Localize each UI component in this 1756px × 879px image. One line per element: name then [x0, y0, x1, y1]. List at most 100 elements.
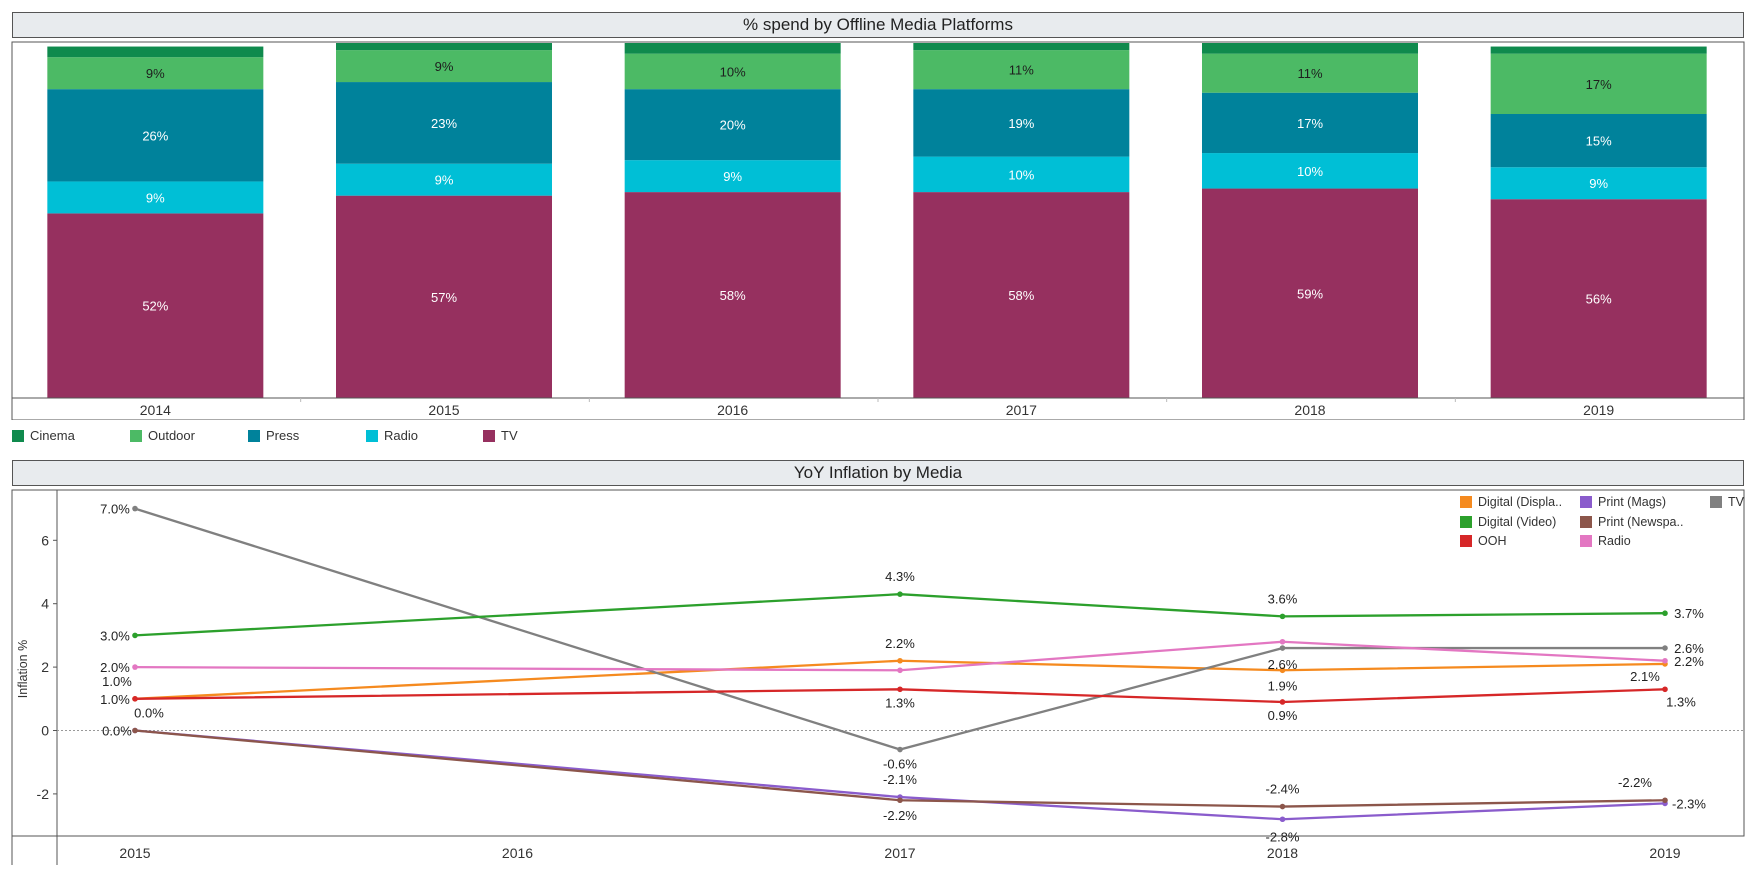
y-tick-label: 6: [41, 532, 49, 548]
data-label-tv-2014: 52%: [142, 299, 168, 314]
y-tick-label: 4: [41, 596, 49, 612]
point-digital-display-2017: [897, 657, 903, 664]
bar-press-2014: [47, 89, 264, 182]
data-label-print-newspapers-2019: -2.2%: [1618, 775, 1652, 790]
data-label-tv-2018: 2.6%: [1268, 657, 1298, 672]
legend-swatch: [1580, 535, 1592, 547]
point-print-newspapers-2015: [132, 727, 138, 734]
legend-label: Press: [266, 428, 300, 443]
bar-tv-2014: [47, 213, 264, 398]
data-label-outdoor-2017: 11%: [1009, 63, 1034, 78]
legend-item-print-newspa: Print (Newspa..: [1580, 515, 1683, 529]
bottom-chart-title: YoY Inflation by Media: [12, 460, 1744, 486]
x-tick-label: 2019: [1583, 402, 1614, 418]
bar-cinema-2017: [913, 43, 1130, 51]
bar-radio-2019: [1490, 167, 1707, 200]
data-label-radio-2015: 2.0%: [100, 660, 130, 675]
point-tv-2015: [132, 505, 138, 512]
bar-tv-2016: [624, 192, 841, 398]
legend-label: Digital (Displa..: [1478, 495, 1563, 509]
bar-tv-2019: [1490, 199, 1707, 398]
bar-radio-2016: [624, 160, 841, 193]
y-axis-label: Inflation %: [16, 640, 30, 698]
data-label-radio-2019: 2.2%: [1674, 654, 1704, 669]
point-digital-video-2019: [1662, 610, 1668, 617]
data-label-press-2018: 17%: [1297, 116, 1323, 131]
data-label-radio-2014: 9%: [146, 190, 165, 205]
bar-press-2017: [913, 89, 1130, 157]
x-tick-label: 2015: [119, 845, 150, 861]
top-chart-title: % spend by Offline Media Platforms: [12, 12, 1744, 38]
legend-swatch: [130, 429, 142, 442]
data-label-tv-2019: 2.6%: [1674, 641, 1704, 656]
x-tick-label: 2015: [428, 402, 459, 418]
data-label-digital-display-2018: 1.9%: [1268, 678, 1298, 693]
bar-cinema-2018: [1202, 43, 1418, 54]
bar-outdoor-2016: [624, 53, 841, 90]
data-label-digital-display-2019: 2.1%: [1630, 669, 1660, 684]
point-print-newspapers-2017: [897, 797, 903, 804]
data-label-tv-2019: 56%: [1586, 292, 1612, 307]
data-label-digital-video-2015: 3.0%: [100, 628, 130, 643]
legend-label: Radio: [384, 428, 418, 443]
data-label-tv-2016: 58%: [720, 288, 746, 303]
x-tick-label: 2016: [717, 402, 748, 418]
data-label-ooh-2018: 0.9%: [1268, 708, 1298, 723]
legend-swatch: [366, 429, 378, 442]
legend-swatch: [1460, 516, 1472, 528]
bar-radio-2014: [47, 181, 264, 214]
data-label-print-mags-2019: -2.3%: [1672, 796, 1706, 811]
data-label-print-newspapers-2017: -2.2%: [883, 808, 917, 823]
legend-label: Outdoor: [148, 428, 195, 443]
point-digital-display-2018: [1279, 667, 1286, 674]
data-label-radio-2017: 10%: [1008, 167, 1034, 182]
y-tick-label: 0: [41, 723, 49, 739]
x-tick-label: 2017: [1006, 402, 1037, 418]
data-label-press-2014: 26%: [142, 128, 168, 143]
data-label-press-2019: 15%: [1586, 134, 1612, 149]
data-label-radio-2016: 9%: [723, 169, 742, 184]
data-label-digital-video-2019: 3.7%: [1674, 606, 1704, 621]
x-tick-label: 2018: [1294, 402, 1325, 418]
bar-press-2015: [336, 82, 552, 164]
data-label-outdoor-2019: 17%: [1586, 77, 1612, 92]
legend-item-ooh: OOH: [1460, 534, 1506, 548]
bar-tv-2017: [913, 192, 1130, 398]
legend-item-cinema: Cinema: [12, 428, 75, 443]
line-print-newspapers: [134, 729, 1666, 808]
data-label-outdoor-2014: 9%: [146, 66, 165, 81]
point-tv-2018: [1279, 645, 1286, 651]
line-tv: [134, 507, 1665, 751]
legend-swatch: [248, 429, 260, 442]
bar-press-2018: [1202, 92, 1418, 154]
legend-label: Cinema: [30, 428, 75, 443]
legend-item-press: Press: [248, 428, 299, 443]
legend-label: TV: [501, 428, 518, 443]
point-tv-2019: [1662, 645, 1668, 651]
data-label-tv-2015: 7.0%: [100, 502, 130, 517]
bar-radio-2017: [913, 156, 1130, 193]
bar-radio-2018: [1202, 153, 1418, 189]
point-print-newspapers-2019: [1662, 797, 1668, 804]
point-ooh-2017: [897, 686, 903, 693]
legend-swatch: [1460, 496, 1472, 508]
point-print-mags-2018: [1279, 816, 1286, 823]
x-tick-label: 2014: [140, 402, 171, 418]
point-print-newspapers-2018: [1279, 803, 1286, 810]
data-label-press-2017: 19%: [1008, 116, 1034, 131]
point-ooh-2015: [132, 696, 138, 702]
legend-swatch: [1460, 535, 1472, 547]
point-radio-2015: [132, 664, 138, 670]
data-label-ooh-2017: 1.3%: [885, 695, 915, 710]
data-label-print-newspapers-2015: 0.0%: [134, 706, 164, 721]
legend-swatch: [1580, 516, 1592, 528]
legend-item-outdoor: Outdoor: [130, 428, 195, 443]
bar-outdoor-2017: [913, 50, 1130, 90]
bar-cinema-2019: [1490, 46, 1707, 54]
data-label-press-2016: 20%: [720, 118, 746, 133]
data-label-radio-2018: 10%: [1297, 164, 1323, 179]
point-digital-video-2015: [132, 632, 138, 639]
legend-swatch: [1580, 496, 1592, 508]
legend-item-tv: TV: [1710, 495, 1744, 509]
data-label-press-2015: 23%: [431, 116, 457, 131]
